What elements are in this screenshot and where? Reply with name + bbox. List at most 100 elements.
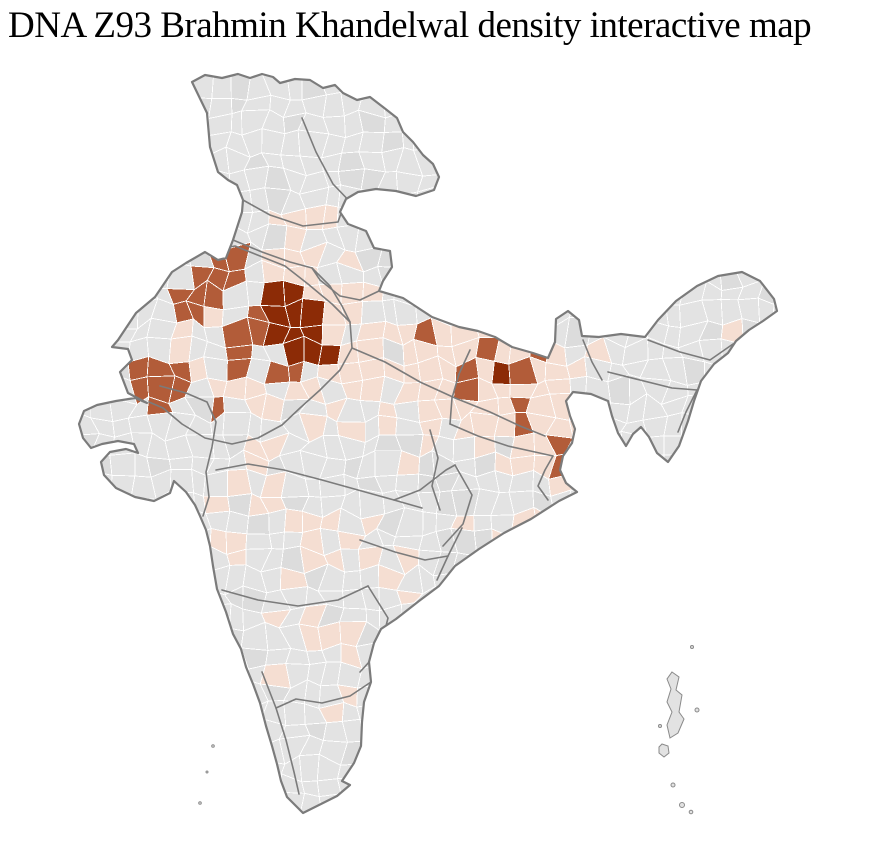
district-cell[interactable] [33, 704, 60, 726]
district-cell[interactable] [128, 662, 154, 679]
district-cell[interactable] [640, 833, 664, 846]
district-cell[interactable] [870, 172, 881, 195]
district-cell[interactable] [90, 792, 119, 822]
district-cell[interactable] [874, 109, 881, 139]
district-cell[interactable] [147, 755, 176, 783]
district-cell[interactable] [514, 298, 538, 319]
district-cell[interactable] [857, 80, 872, 96]
district-cell[interactable] [510, 94, 532, 115]
district-cell[interactable] [392, 648, 420, 665]
district-cell[interactable] [173, 510, 196, 538]
district-cell[interactable] [455, 835, 480, 846]
district-cell[interactable] [564, 510, 590, 538]
district-cell[interactable] [563, 453, 592, 481]
district-cell[interactable] [567, 91, 591, 117]
district-cell[interactable] [759, 131, 779, 154]
district-cell[interactable] [526, 108, 555, 131]
district-cell[interactable] [639, 703, 671, 727]
district-cell[interactable] [147, 147, 173, 170]
district-cell[interactable] [169, 490, 196, 517]
district-cell[interactable] [145, 126, 172, 152]
district-cell[interactable] [563, 756, 594, 784]
district-cell[interactable] [718, 150, 747, 169]
district-cell[interactable] [526, 90, 558, 115]
district-cell[interactable] [831, 701, 851, 727]
district-cell[interactable] [77, 721, 90, 742]
district-cell[interactable] [799, 338, 816, 362]
district-cell[interactable] [812, 761, 840, 781]
district-cell[interactable] [415, 797, 437, 820]
district-cell[interactable] [55, 224, 80, 253]
district-cell[interactable] [3, 211, 18, 232]
district-cell[interactable] [641, 223, 670, 253]
district-cell[interactable] [147, 588, 173, 611]
district-cell[interactable] [762, 564, 784, 588]
district-cell[interactable] [549, 737, 574, 760]
district-cell[interactable] [528, 205, 555, 226]
district-cell[interactable] [681, 454, 707, 475]
district-cell[interactable] [546, 108, 569, 136]
district-cell[interactable] [835, 264, 857, 291]
district-cell[interactable] [640, 244, 669, 271]
district-cell[interactable] [299, 298, 326, 329]
district-cell[interactable] [108, 221, 137, 250]
district-cell[interactable] [624, 224, 647, 246]
district-cell[interactable] [146, 241, 172, 268]
district-cell[interactable] [585, 115, 614, 133]
district-cell[interactable] [72, 792, 100, 818]
district-cell[interactable] [591, 646, 614, 668]
district-cell[interactable] [183, 661, 212, 687]
district-cell[interactable] [549, 715, 574, 741]
district-cell[interactable] [703, 242, 721, 268]
district-cell[interactable] [450, 584, 477, 607]
district-cell[interactable] [488, 698, 518, 724]
district-cell[interactable] [128, 835, 158, 846]
district-cell[interactable] [451, 738, 476, 759]
district-cell[interactable] [93, 492, 112, 511]
district-cell[interactable] [850, 337, 879, 367]
district-cell[interactable] [705, 685, 728, 709]
district-cell[interactable] [850, 527, 876, 556]
district-cell[interactable] [836, 397, 858, 418]
district-cell[interactable] [623, 301, 648, 326]
district-cell[interactable] [22, 452, 36, 475]
district-cell[interactable] [757, 812, 784, 838]
district-cell[interactable] [699, 831, 724, 846]
district-cell[interactable] [721, 450, 740, 474]
district-cell[interactable] [184, 147, 211, 173]
district-cell[interactable] [611, 281, 626, 310]
district-cell[interactable] [735, 107, 764, 137]
district-cell[interactable] [59, 413, 78, 439]
district-cell[interactable] [814, 469, 840, 498]
district-cell[interactable] [472, 246, 496, 267]
district-cell[interactable] [109, 662, 138, 687]
district-cell[interactable] [877, 625, 881, 647]
district-cell[interactable] [678, 73, 703, 100]
district-cell[interactable] [184, 838, 213, 846]
district-cell[interactable] [592, 716, 612, 744]
district-cell[interactable] [705, 754, 725, 781]
district-cell[interactable] [662, 269, 687, 285]
district-cell[interactable] [529, 717, 557, 743]
district-cell[interactable] [114, 528, 139, 556]
district-cell[interactable] [507, 586, 529, 613]
district-cell[interactable] [301, 59, 328, 82]
district-cell[interactable] [681, 468, 708, 498]
district-cell[interactable] [169, 816, 194, 840]
district-cell[interactable] [35, 644, 59, 670]
district-cell[interactable] [603, 569, 632, 588]
district-cell[interactable] [0, 836, 21, 846]
district-cell[interactable] [798, 171, 819, 190]
district-cell[interactable] [318, 819, 348, 837]
district-cell[interactable] [21, 550, 37, 572]
district-cell[interactable] [115, 831, 136, 846]
district-cell[interactable] [650, 641, 667, 666]
district-cell[interactable] [816, 317, 837, 338]
district-cell[interactable] [817, 91, 842, 112]
district-cell[interactable] [34, 421, 61, 438]
district-cell[interactable] [357, 810, 382, 835]
district-cell[interactable] [664, 112, 689, 138]
district-cell[interactable] [19, 116, 40, 130]
district-cell[interactable] [127, 589, 151, 611]
district-cell[interactable] [641, 545, 671, 576]
